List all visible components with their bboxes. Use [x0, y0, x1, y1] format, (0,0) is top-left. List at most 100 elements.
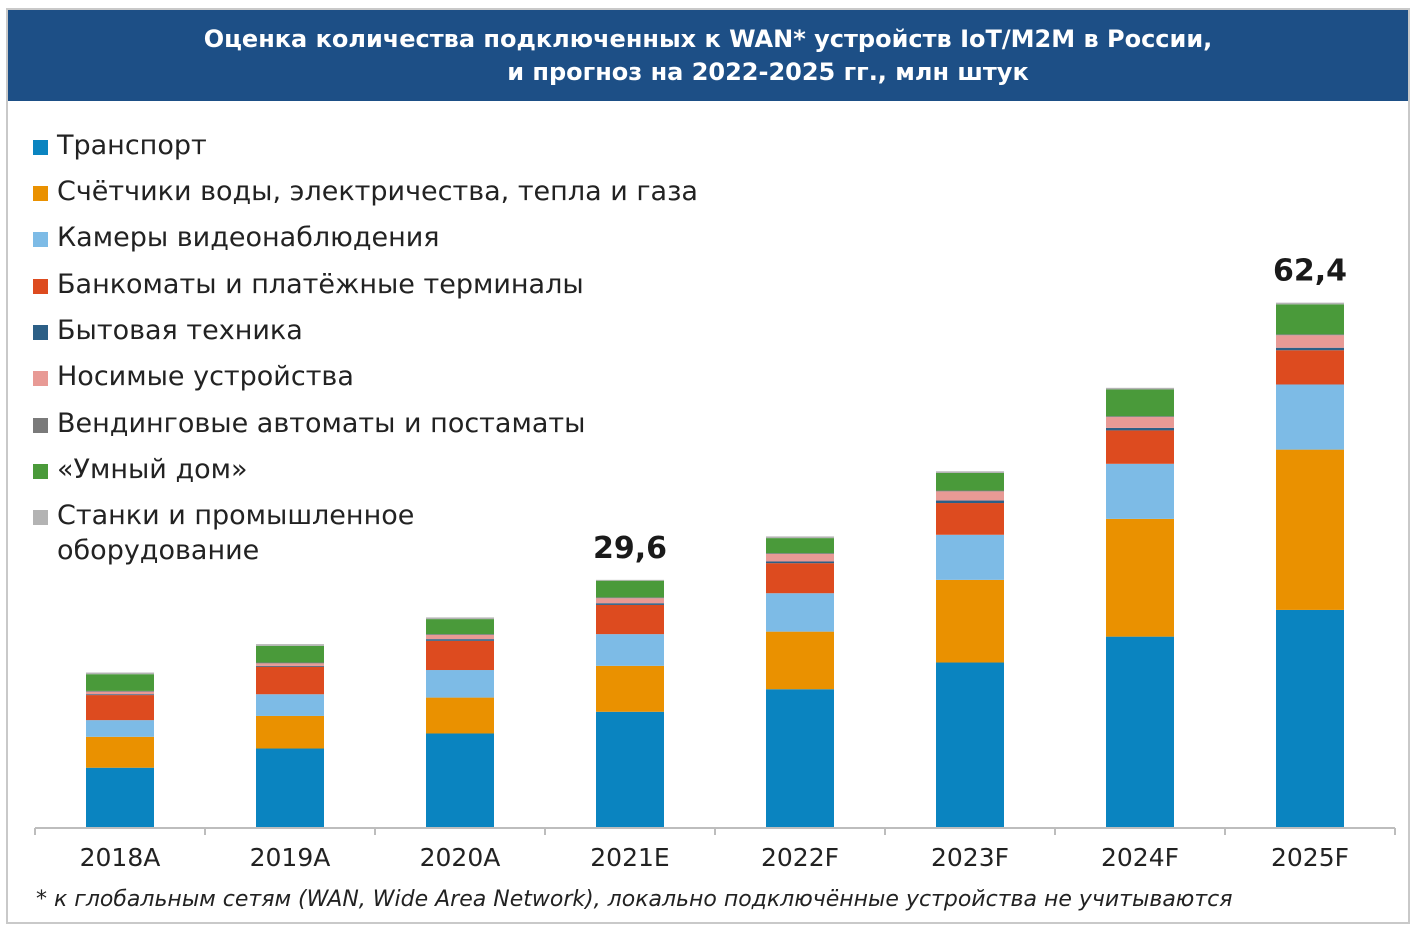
bar-segment — [1106, 427, 1174, 431]
bar-segment — [426, 670, 494, 698]
bar-segment — [1276, 302, 1344, 305]
chart-title-line-2: и прогноз на 2022-2025 гг., млн штук — [507, 57, 1029, 86]
x-tick-label: 2020A — [420, 843, 501, 872]
bar-segment — [86, 695, 154, 721]
x-tick-label: 2025F — [1271, 843, 1349, 872]
bar-segment — [596, 597, 664, 599]
legend-label: Бытовая техника — [57, 315, 303, 346]
legend-swatch — [33, 140, 48, 155]
legend-label: Счётчики воды, электричества, тепла и га… — [57, 176, 698, 207]
bar-segment — [1106, 463, 1174, 519]
legend-label: Банкоматы и платёжные терминалы — [57, 269, 584, 300]
bar-segment — [596, 580, 664, 598]
bar-segment — [256, 715, 324, 749]
legend-label: Транспорт — [57, 130, 207, 161]
bar-segment — [936, 579, 1004, 663]
bar-segment — [766, 538, 834, 554]
legend-swatch — [33, 371, 48, 386]
bar-segment — [256, 694, 324, 716]
bar-segment — [1106, 387, 1174, 390]
x-tick-label: 2019A — [250, 843, 331, 872]
bar-segment — [86, 674, 154, 691]
legend-item: Камеры видеонаблюдения — [33, 220, 440, 255]
bar-segment — [936, 491, 1004, 501]
bar-segment — [256, 665, 324, 667]
bar-segment — [596, 634, 664, 666]
x-tick-label: 2024F — [1101, 843, 1179, 872]
x-tick-label: 2021E — [590, 843, 669, 872]
bar-segment — [596, 598, 664, 604]
bar-segment — [256, 666, 324, 695]
bar-segment — [936, 662, 1004, 827]
bar-segment — [596, 711, 664, 827]
bar-segment — [596, 604, 664, 635]
bar-segment — [86, 767, 154, 827]
bar-segment — [766, 553, 834, 554]
bar-segment — [766, 553, 834, 562]
bar-segment — [86, 720, 154, 737]
bar-segment — [256, 663, 324, 666]
bar-segment — [426, 619, 494, 635]
legend-item: Бытовая техника — [33, 313, 303, 348]
legend-swatch — [33, 232, 48, 247]
bar-segment — [426, 733, 494, 827]
footnote: * к глобальным сетям (WAN, Wide Area Net… — [36, 887, 1233, 912]
bar-segment — [256, 644, 324, 646]
bar-segment — [1276, 609, 1344, 827]
bar-segment — [1106, 430, 1174, 464]
bar-segment — [426, 634, 494, 635]
bar-segment — [1276, 304, 1344, 335]
legend-item: Банкоматы и платёжные терминалы — [33, 267, 584, 302]
legend-label: Станки и промышленное оборудование — [57, 500, 415, 566]
bar-segment — [936, 500, 1004, 504]
legend-item: Носимые устройства — [33, 359, 354, 394]
bar-segment — [426, 640, 494, 671]
bar-segment — [936, 503, 1004, 535]
legend-label: Камеры видеонаблюдения — [57, 222, 440, 253]
data-label: 29,6 — [593, 531, 667, 566]
legend-label: Носимые устройства — [57, 361, 354, 392]
bar-segment — [766, 631, 834, 690]
bar-segment — [936, 471, 1004, 473]
bar-segment — [766, 593, 834, 632]
bar-segment — [426, 634, 494, 640]
bar-segment — [1276, 347, 1344, 351]
bar-segment — [596, 665, 664, 712]
bar-segment — [1276, 384, 1344, 450]
bar-segment — [426, 697, 494, 734]
bar-segment — [596, 579, 664, 581]
bar-segment — [1276, 334, 1344, 336]
legend-item: Вендинговые автоматы и постаматы — [33, 406, 585, 441]
bar-segment — [1106, 518, 1174, 637]
data-label: 62,4 — [1273, 254, 1347, 289]
chart-header: Оценка количества подключенных к WAN* ус… — [8, 10, 1408, 101]
bar-segment — [1276, 335, 1344, 348]
chart-title-line-1: Оценка количества подключенных к WAN* ус… — [203, 24, 1213, 53]
legend-label: Вендинговые автоматы и постаматы — [57, 408, 586, 439]
legend-item: «Умный дом» — [33, 452, 248, 487]
bar-segment — [936, 490, 1004, 492]
x-tick-label: 2022F — [761, 843, 839, 872]
bar-segment — [1106, 417, 1174, 428]
bar-segment — [1106, 389, 1174, 417]
bar-segment — [426, 639, 494, 641]
bar-segment — [86, 694, 154, 696]
x-tick-label: 2023F — [931, 843, 1009, 872]
chart-frame — [6, 8, 1410, 924]
bar-segment — [86, 690, 154, 692]
bar-segment — [256, 645, 324, 663]
legend-swatch — [33, 510, 48, 525]
bar-segment — [86, 691, 154, 695]
bar-segment — [766, 536, 834, 539]
bar-segment — [1106, 416, 1174, 418]
bar-segment — [596, 603, 664, 605]
bar-segment — [766, 563, 834, 594]
legend-label: «Умный дом» — [57, 454, 248, 485]
legend-item: Транспорт — [33, 128, 207, 163]
bar-segment — [426, 617, 494, 620]
legend-item: Счётчики воды, электричества, тепла и га… — [33, 174, 698, 209]
legend-swatch — [33, 418, 48, 433]
legend-swatch — [33, 186, 48, 201]
bar-segment — [936, 534, 1004, 580]
